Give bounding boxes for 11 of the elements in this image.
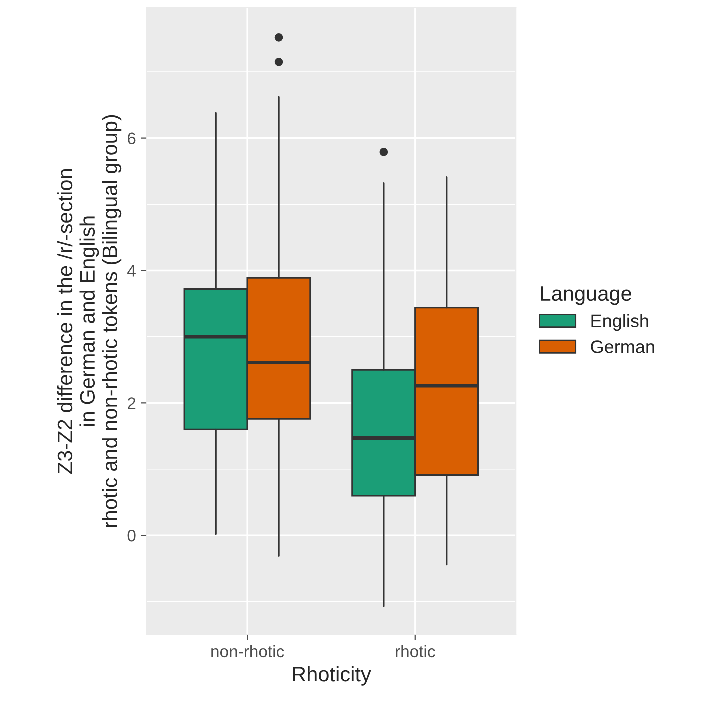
legend-label: English <box>592 314 648 332</box>
y-tick-label: 0 <box>128 530 136 542</box>
x-axis-title: Rhoticity <box>293 666 372 686</box>
y-tick-label: 4 <box>128 265 136 277</box>
y-tick-label: 6 <box>128 132 136 145</box>
y-axis-title: Z3-Z2 difference in the /r/-section in German and English rhotic and non-rhotic tokens (Bilingual group) <box>57 115 122 528</box>
x-tick-label: non-rhotic <box>212 645 284 658</box>
y-tick-label: 2 <box>128 398 136 410</box>
legend-label: German <box>591 340 654 354</box>
x-tick-label: rhotic <box>396 645 436 658</box>
legend-title: Language <box>541 286 632 306</box>
